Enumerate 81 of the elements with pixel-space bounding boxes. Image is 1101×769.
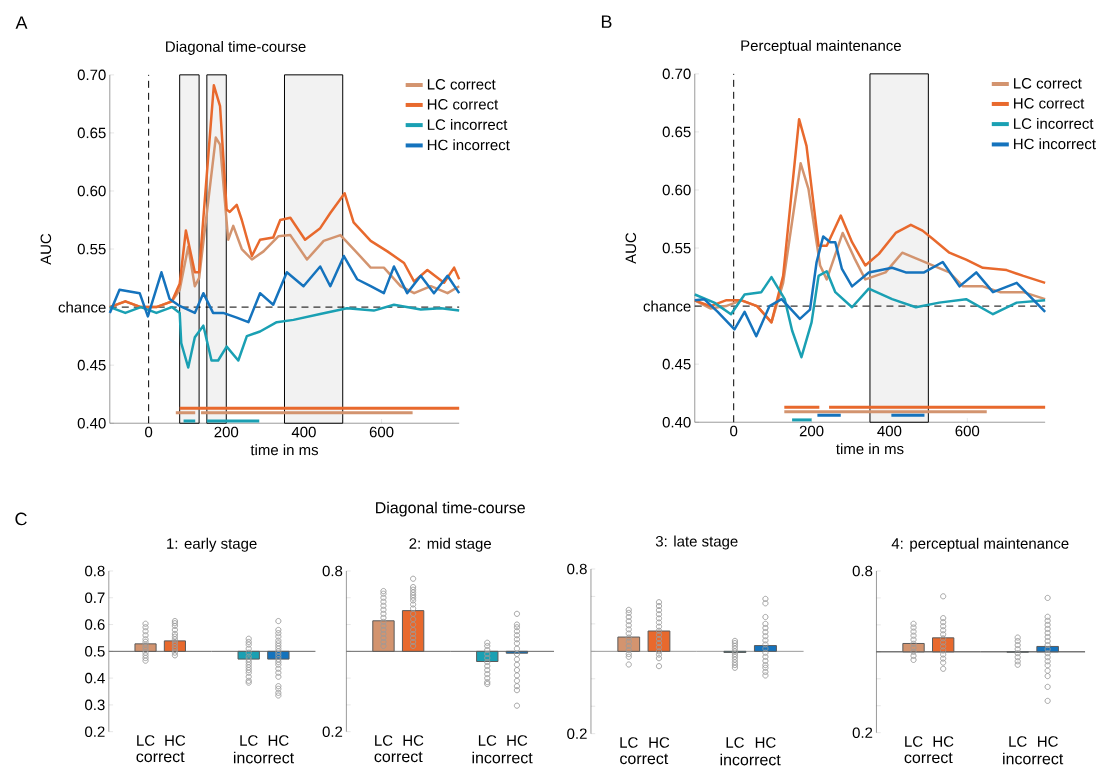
chart-subtitle: Diagonal time-course bbox=[376, 501, 525, 517]
y-tick-label: 0.4 bbox=[85, 672, 105, 684]
y-tick-label: 0.8 bbox=[85, 565, 105, 577]
y-tick-label: 0.60 bbox=[662, 184, 691, 196]
y-tick-label: 0.6 bbox=[85, 619, 105, 630]
x-axis-title: correct bbox=[620, 753, 669, 765]
y-tick-label: 0.45 bbox=[77, 360, 106, 371]
y-tick-label: 0.45 bbox=[662, 359, 691, 370]
x-axis-title: incorrect bbox=[233, 751, 295, 764]
y-tick-label: 0.8 bbox=[852, 565, 873, 577]
text: C bbox=[15, 512, 27, 526]
y-axis-title: AUC bbox=[625, 232, 637, 264]
y-tick-label: 0.55 bbox=[662, 242, 691, 254]
chart-title: 3: late stage bbox=[655, 535, 738, 550]
legend-label: LC correct bbox=[1014, 78, 1082, 89]
x-tick-label: 400 bbox=[877, 425, 902, 437]
y-tick-label: chance bbox=[643, 300, 691, 312]
x-tick-label: 200 bbox=[799, 425, 824, 437]
y-tick-label: 0.8 bbox=[322, 565, 343, 577]
x-tick-label: HC bbox=[165, 735, 186, 746]
chart-title: 2: mid stage bbox=[409, 538, 491, 552]
x-tick-label: LC bbox=[478, 735, 497, 746]
legend-label: HC incorrect bbox=[427, 139, 510, 151]
y-tick-label: 0.5 bbox=[85, 646, 105, 657]
x-axis-title: time in ms bbox=[250, 444, 319, 456]
legend-label: LC correct bbox=[427, 79, 496, 90]
x-tick-label: 200 bbox=[214, 426, 239, 438]
y-tick-label: 0.2 bbox=[852, 727, 873, 739]
x-axis-title: incorrect bbox=[1003, 752, 1064, 765]
chart-title: 4: perceptual maintenance bbox=[891, 537, 1069, 552]
chart-title: Diagonal time-course bbox=[166, 41, 306, 56]
x-tick-label: 0 bbox=[730, 425, 738, 437]
x-tick-label: HC bbox=[649, 737, 670, 748]
x-tick-label: LC bbox=[137, 735, 155, 746]
y-tick-label: 0.40 bbox=[662, 417, 691, 428]
y-tick-label: 0.8 bbox=[567, 563, 587, 575]
x-axis-title: time in ms bbox=[836, 443, 904, 455]
y-axis-title: AUC bbox=[40, 233, 52, 265]
y-tick-label: 0.3 bbox=[85, 699, 105, 711]
text: A bbox=[15, 16, 28, 29]
y-tick-label: chance bbox=[58, 301, 106, 313]
x-tick-label: HC bbox=[1038, 736, 1058, 747]
x-tick-label: 600 bbox=[955, 425, 980, 437]
x-tick-label: LC bbox=[620, 737, 638, 748]
x-tick-label: LC bbox=[240, 735, 258, 746]
x-axis-title: incorrect bbox=[720, 753, 781, 766]
x-tick-label: HC bbox=[933, 736, 954, 747]
x-tick-label: LC bbox=[905, 736, 923, 747]
y-tick-label: 0.65 bbox=[662, 126, 691, 138]
x-tick-label: 0 bbox=[145, 426, 153, 438]
legend-label: HC incorrect bbox=[1014, 138, 1096, 150]
x-tick-label: LC bbox=[726, 737, 744, 748]
legend-label: LC incorrect bbox=[427, 119, 508, 131]
x-tick-label: 400 bbox=[291, 426, 316, 438]
legend-label: HC correct bbox=[1014, 98, 1085, 109]
x-axis-title: correct bbox=[374, 751, 423, 763]
y-tick-label: 0.60 bbox=[77, 185, 106, 197]
x-tick-label: LC bbox=[375, 735, 393, 746]
x-tick-label: LC bbox=[1009, 736, 1027, 747]
chart-title: Perceptual maintenance bbox=[741, 40, 901, 55]
y-tick-label: 0.55 bbox=[77, 243, 106, 255]
chart-title: 1: early stage bbox=[167, 538, 257, 552]
y-tick-label: 0.2 bbox=[322, 726, 343, 738]
x-tick-label: HC bbox=[507, 735, 528, 746]
x-tick-label: HC bbox=[755, 737, 776, 748]
legend-label: LC incorrect bbox=[1014, 118, 1094, 130]
y-tick-label: 0.70 bbox=[662, 68, 691, 80]
y-tick-label: 0.65 bbox=[77, 127, 106, 139]
text: B bbox=[601, 15, 612, 28]
y-tick-label: 0.70 bbox=[77, 69, 106, 81]
x-axis-title: correct bbox=[904, 752, 953, 764]
x-tick-label: 600 bbox=[369, 426, 394, 438]
legend-label: HC correct bbox=[427, 99, 499, 110]
x-tick-label: HC bbox=[268, 735, 289, 746]
y-tick-label: 0.2 bbox=[85, 726, 105, 738]
x-axis-title: correct bbox=[136, 751, 185, 763]
y-tick-label: 0.7 bbox=[85, 592, 105, 604]
y-tick-label: 0.2 bbox=[567, 728, 587, 740]
y-tick-label: 0.40 bbox=[77, 418, 106, 429]
x-tick-label: HC bbox=[403, 735, 424, 746]
x-axis-title: incorrect bbox=[472, 751, 533, 764]
